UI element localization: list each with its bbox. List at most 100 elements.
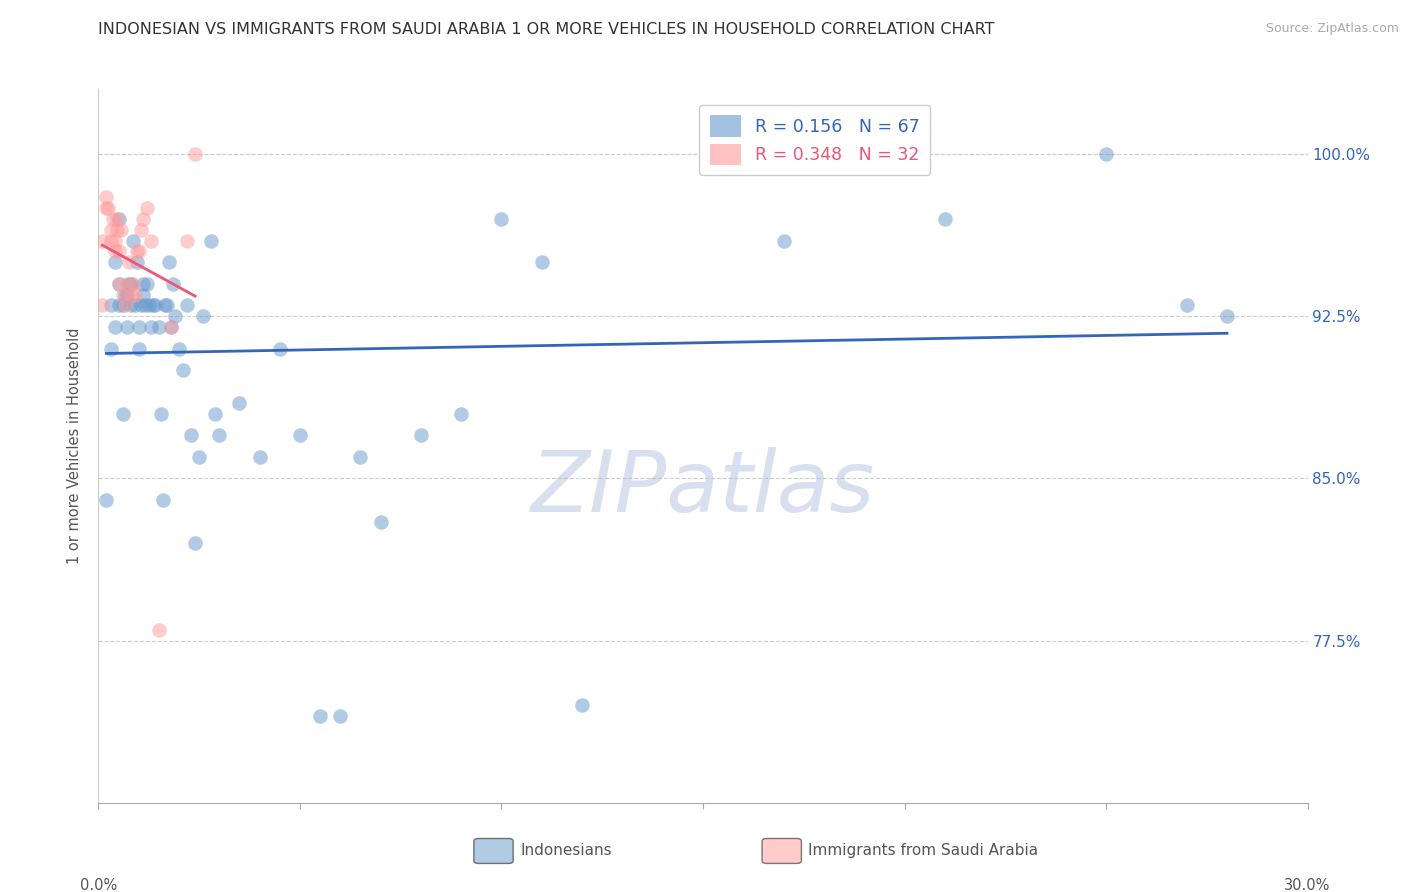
Point — [162, 277, 184, 291]
Point — [96, 201, 118, 215]
Point — [124, 298, 146, 312]
Point — [107, 277, 129, 291]
Point — [110, 223, 132, 237]
Point — [409, 428, 432, 442]
Point — [176, 298, 198, 312]
Point — [120, 287, 142, 301]
Point — [204, 407, 226, 421]
Point — [156, 298, 179, 312]
Point — [288, 428, 311, 442]
Point — [160, 320, 183, 334]
Point — [134, 298, 156, 312]
Point — [111, 407, 134, 421]
Point — [118, 255, 141, 269]
Point — [309, 709, 332, 723]
Point — [107, 298, 129, 312]
Point — [329, 709, 352, 723]
Point — [100, 223, 122, 237]
Point — [97, 201, 120, 215]
Point — [139, 320, 162, 334]
Point — [129, 298, 152, 312]
Point — [157, 255, 180, 269]
Point — [115, 277, 138, 291]
Point — [121, 277, 143, 291]
Point — [96, 190, 118, 204]
Point — [1216, 310, 1239, 324]
Point — [128, 244, 150, 259]
Text: ZIPatlas: ZIPatlas — [531, 447, 875, 531]
Point — [172, 363, 194, 377]
Point — [91, 234, 114, 248]
Point — [107, 211, 129, 226]
Point — [1095, 147, 1118, 161]
Point — [135, 277, 157, 291]
Point — [105, 223, 128, 237]
Point — [103, 255, 125, 269]
Text: Source: ZipAtlas.com: Source: ZipAtlas.com — [1265, 22, 1399, 36]
Point — [105, 211, 128, 226]
Point — [118, 277, 141, 291]
Point — [101, 211, 124, 226]
Point — [121, 234, 143, 248]
Point — [114, 298, 136, 312]
Point — [1175, 298, 1198, 312]
Point — [148, 623, 170, 637]
Point — [132, 277, 155, 291]
Point — [163, 310, 186, 324]
Point — [124, 287, 146, 301]
Point — [349, 450, 371, 464]
Text: Indonesians: Indonesians — [520, 844, 612, 858]
Point — [107, 277, 129, 291]
Point — [135, 201, 157, 215]
Point — [125, 255, 148, 269]
Point — [152, 493, 174, 508]
Point — [96, 493, 118, 508]
Point — [103, 320, 125, 334]
Point — [530, 255, 553, 269]
Point — [208, 428, 231, 442]
Point — [491, 211, 513, 226]
Text: 0.0%: 0.0% — [80, 879, 117, 892]
Point — [153, 298, 176, 312]
Text: INDONESIAN VS IMMIGRANTS FROM SAUDI ARABIA 1 OR MORE VEHICLES IN HOUSEHOLD CORRE: INDONESIAN VS IMMIGRANTS FROM SAUDI ARAB… — [98, 22, 995, 37]
Point — [160, 320, 183, 334]
Legend: R = 0.156   N = 67, R = 0.348   N = 32: R = 0.156 N = 67, R = 0.348 N = 32 — [699, 105, 931, 175]
Point — [132, 287, 155, 301]
Point — [571, 698, 593, 713]
Point — [269, 342, 291, 356]
Point — [100, 298, 122, 312]
Point — [120, 298, 142, 312]
Point — [180, 428, 202, 442]
Point — [111, 298, 134, 312]
Point — [188, 450, 211, 464]
Point — [115, 287, 138, 301]
Y-axis label: 1 or more Vehicles in Household: 1 or more Vehicles in Household — [66, 327, 82, 565]
Point — [128, 342, 150, 356]
Point — [129, 223, 152, 237]
Point — [111, 287, 134, 301]
Point — [100, 342, 122, 356]
Point — [91, 298, 114, 312]
Point — [148, 320, 170, 334]
Point — [114, 287, 136, 301]
Point — [249, 450, 271, 464]
Point — [132, 211, 155, 226]
Text: Immigrants from Saudi Arabia: Immigrants from Saudi Arabia — [808, 844, 1039, 858]
Point — [934, 211, 956, 226]
Point — [176, 234, 198, 248]
Point — [142, 298, 165, 312]
Point — [125, 244, 148, 259]
Point — [103, 244, 125, 259]
Point — [184, 536, 207, 550]
Point — [120, 277, 142, 291]
Point — [193, 310, 215, 324]
Point — [450, 407, 472, 421]
Point — [184, 147, 207, 161]
Point — [107, 244, 129, 259]
Point — [128, 320, 150, 334]
Point — [139, 234, 162, 248]
Point — [103, 234, 125, 248]
Point — [100, 234, 122, 248]
Point — [115, 320, 138, 334]
Point — [228, 396, 250, 410]
